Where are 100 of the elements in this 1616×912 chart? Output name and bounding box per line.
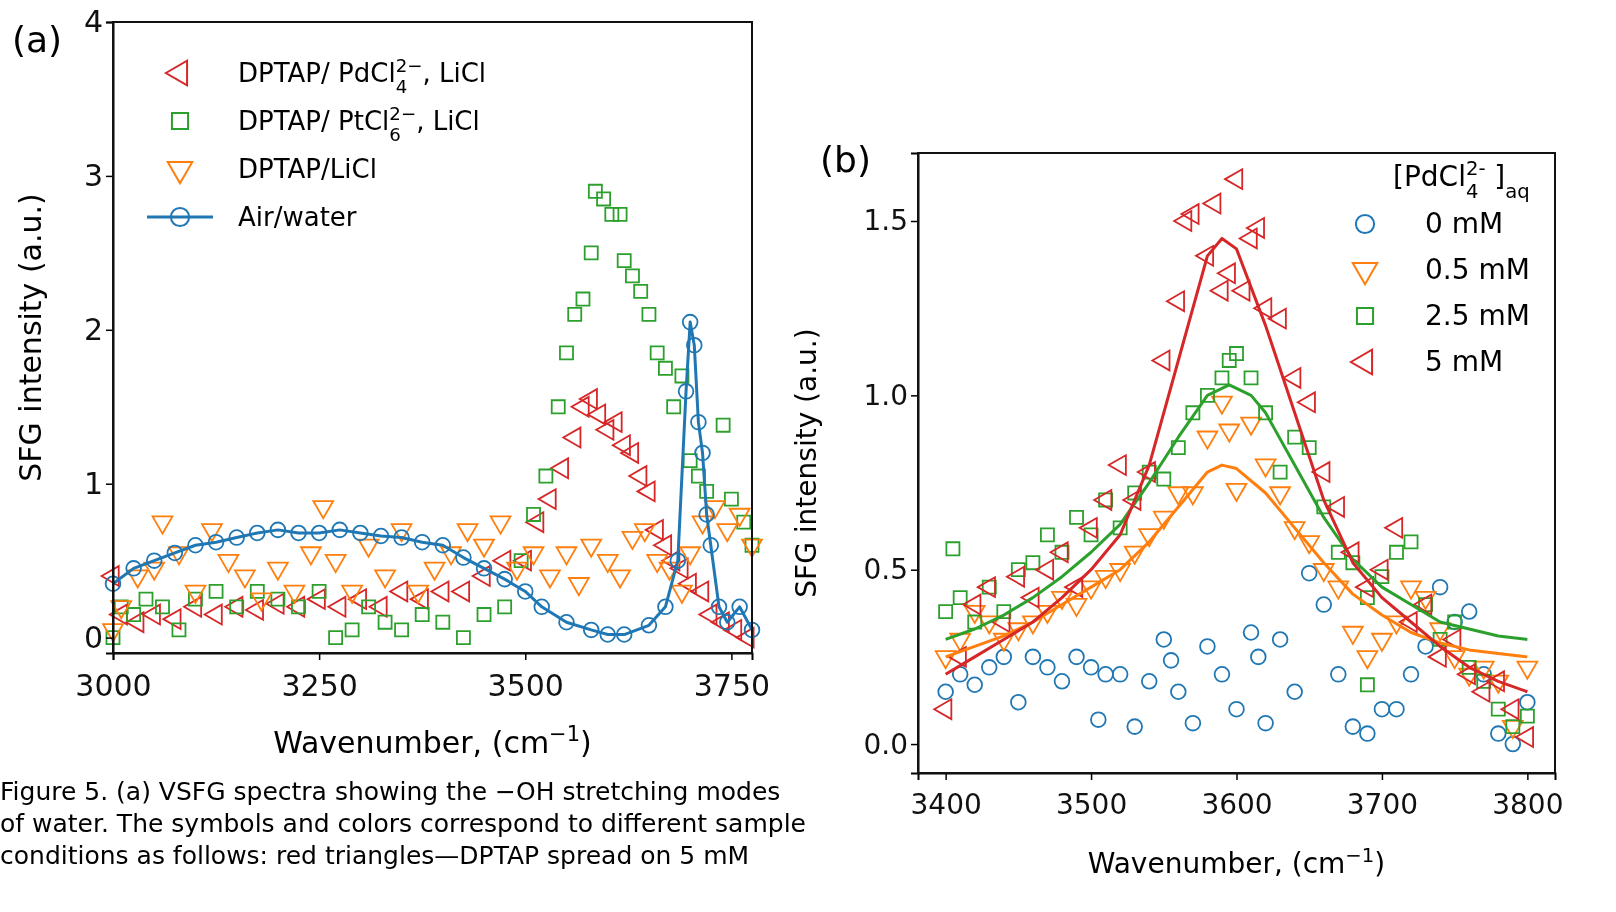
point bbox=[394, 622, 409, 638]
point bbox=[1359, 725, 1376, 742]
point bbox=[352, 524, 369, 542]
point bbox=[1286, 683, 1303, 700]
point bbox=[1162, 652, 1180, 669]
point bbox=[649, 345, 665, 361]
point bbox=[1068, 648, 1085, 666]
point bbox=[1417, 638, 1434, 655]
legend-label: 0 mM bbox=[1425, 207, 1504, 240]
point bbox=[937, 683, 954, 700]
point bbox=[625, 268, 640, 284]
point bbox=[612, 206, 628, 222]
point bbox=[1040, 527, 1055, 543]
point bbox=[575, 291, 591, 307]
point bbox=[372, 527, 390, 545]
point bbox=[249, 524, 266, 542]
point bbox=[1519, 693, 1536, 711]
legend-label: DPTAP/ PdCl$_{4}$$^{2−}$, LiCl bbox=[238, 54, 487, 97]
point bbox=[1504, 735, 1522, 753]
point bbox=[657, 598, 674, 616]
point bbox=[497, 599, 513, 615]
point bbox=[138, 591, 154, 607]
point bbox=[1257, 714, 1274, 732]
point bbox=[1431, 578, 1449, 596]
point bbox=[517, 583, 534, 600]
point bbox=[641, 307, 657, 322]
y-axis-title: SFG intensity (a.u.) bbox=[13, 193, 48, 482]
x-tick-label: 3250 bbox=[281, 668, 358, 703]
point bbox=[455, 549, 472, 566]
point bbox=[1330, 666, 1347, 683]
point bbox=[456, 630, 471, 646]
point bbox=[476, 607, 492, 622]
point bbox=[538, 468, 554, 484]
x-tick-label: 3750 bbox=[693, 668, 771, 703]
point bbox=[690, 468, 706, 484]
point bbox=[290, 524, 307, 542]
point bbox=[435, 614, 451, 630]
point bbox=[604, 206, 620, 222]
point bbox=[996, 604, 1012, 619]
legend-label: 0.5 mM bbox=[1425, 253, 1530, 286]
point bbox=[533, 598, 550, 616]
point bbox=[171, 622, 187, 638]
y-tick-label: 0.0 bbox=[863, 727, 908, 761]
point bbox=[731, 598, 748, 616]
point bbox=[1185, 405, 1201, 421]
y-tick-label: 0 bbox=[83, 619, 103, 655]
point bbox=[951, 666, 969, 683]
point bbox=[550, 399, 566, 415]
point bbox=[1228, 700, 1245, 718]
legend-label: 5 mM bbox=[1425, 345, 1504, 378]
point bbox=[187, 537, 204, 554]
point bbox=[269, 521, 287, 539]
point bbox=[414, 607, 430, 622]
point bbox=[1250, 648, 1267, 666]
point bbox=[945, 541, 961, 557]
point bbox=[715, 417, 731, 433]
legend-label: DPTAP/ PtCl$_{6}$$^{2−}$, LiCl bbox=[238, 102, 480, 145]
point bbox=[331, 521, 348, 539]
point bbox=[596, 191, 612, 207]
x-tick-label: 3600 bbox=[1201, 787, 1273, 821]
point bbox=[1242, 624, 1260, 641]
x-tick-label: 3000 bbox=[75, 668, 152, 703]
point bbox=[702, 537, 720, 554]
point bbox=[1156, 471, 1172, 487]
point bbox=[1344, 718, 1362, 735]
point bbox=[952, 590, 968, 606]
point bbox=[1140, 673, 1158, 690]
point bbox=[145, 552, 163, 569]
legend-label: Air/water bbox=[238, 202, 357, 232]
point bbox=[1221, 353, 1237, 368]
x-tick-label: 3500 bbox=[487, 668, 564, 703]
y-tick-label: 1.5 bbox=[863, 204, 908, 238]
point bbox=[1519, 708, 1535, 724]
point bbox=[208, 584, 224, 599]
x-axis-title: Wavenumber, (cm$^{−1}$) bbox=[273, 722, 592, 760]
point bbox=[674, 368, 690, 384]
point bbox=[1389, 544, 1404, 560]
point bbox=[1199, 387, 1215, 403]
point bbox=[1373, 700, 1391, 718]
point bbox=[434, 537, 452, 554]
point bbox=[1170, 683, 1187, 700]
y-tick-label: 1.0 bbox=[863, 378, 908, 412]
point bbox=[1301, 440, 1317, 456]
point bbox=[1476, 673, 1492, 689]
point bbox=[496, 570, 513, 588]
point bbox=[1082, 659, 1100, 676]
point bbox=[587, 183, 603, 199]
point bbox=[567, 307, 583, 322]
point bbox=[699, 483, 715, 499]
point bbox=[377, 614, 393, 630]
point bbox=[1272, 464, 1288, 480]
point bbox=[723, 491, 739, 507]
point bbox=[686, 336, 703, 354]
point bbox=[981, 659, 998, 676]
point bbox=[361, 599, 377, 615]
legend-label: DPTAP/LiCl bbox=[238, 154, 377, 184]
point bbox=[710, 598, 728, 616]
point bbox=[1359, 590, 1375, 606]
point bbox=[228, 529, 245, 546]
point bbox=[681, 313, 699, 331]
